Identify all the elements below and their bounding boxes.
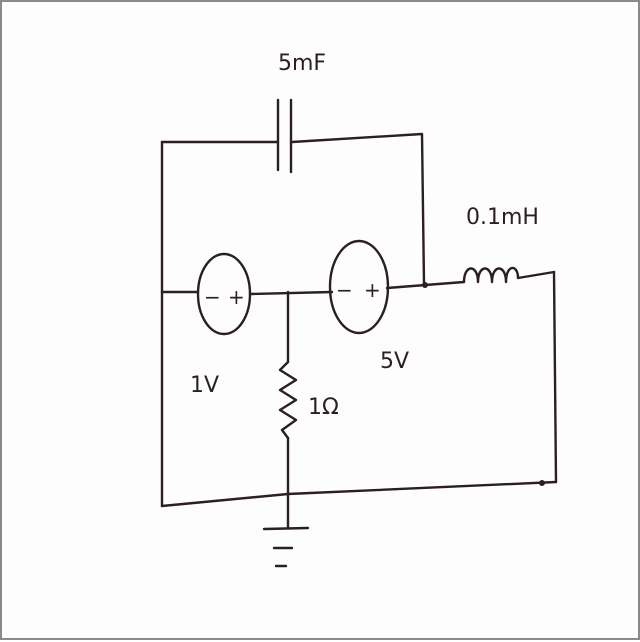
wire-bottom bbox=[160, 480, 558, 508]
source-left-label: 1V bbox=[190, 373, 219, 398]
voltage-source-right: − + bbox=[328, 239, 390, 335]
voltage-source-left: − + bbox=[196, 252, 252, 336]
wire-middle-between-sources bbox=[248, 290, 334, 296]
node-dot-right bbox=[422, 282, 428, 288]
wire-right-vertical bbox=[552, 270, 558, 484]
capacitor bbox=[276, 98, 293, 174]
resistor-label: 1Ω bbox=[308, 395, 339, 420]
wire-top-right bbox=[290, 132, 426, 286]
svg-text:−: − bbox=[204, 285, 221, 309]
capacitor-label: 5mF bbox=[278, 51, 326, 76]
source-right-label: 5V bbox=[380, 349, 409, 374]
svg-text:+: + bbox=[228, 285, 245, 309]
inductor bbox=[462, 266, 556, 284]
svg-text:+: + bbox=[364, 278, 381, 302]
inductor-label: 0.1mH bbox=[466, 205, 539, 230]
resistor bbox=[278, 360, 298, 440]
svg-text:−: − bbox=[336, 278, 353, 302]
ground-symbol bbox=[262, 492, 310, 568]
node-dot-bottom-right bbox=[539, 480, 545, 486]
